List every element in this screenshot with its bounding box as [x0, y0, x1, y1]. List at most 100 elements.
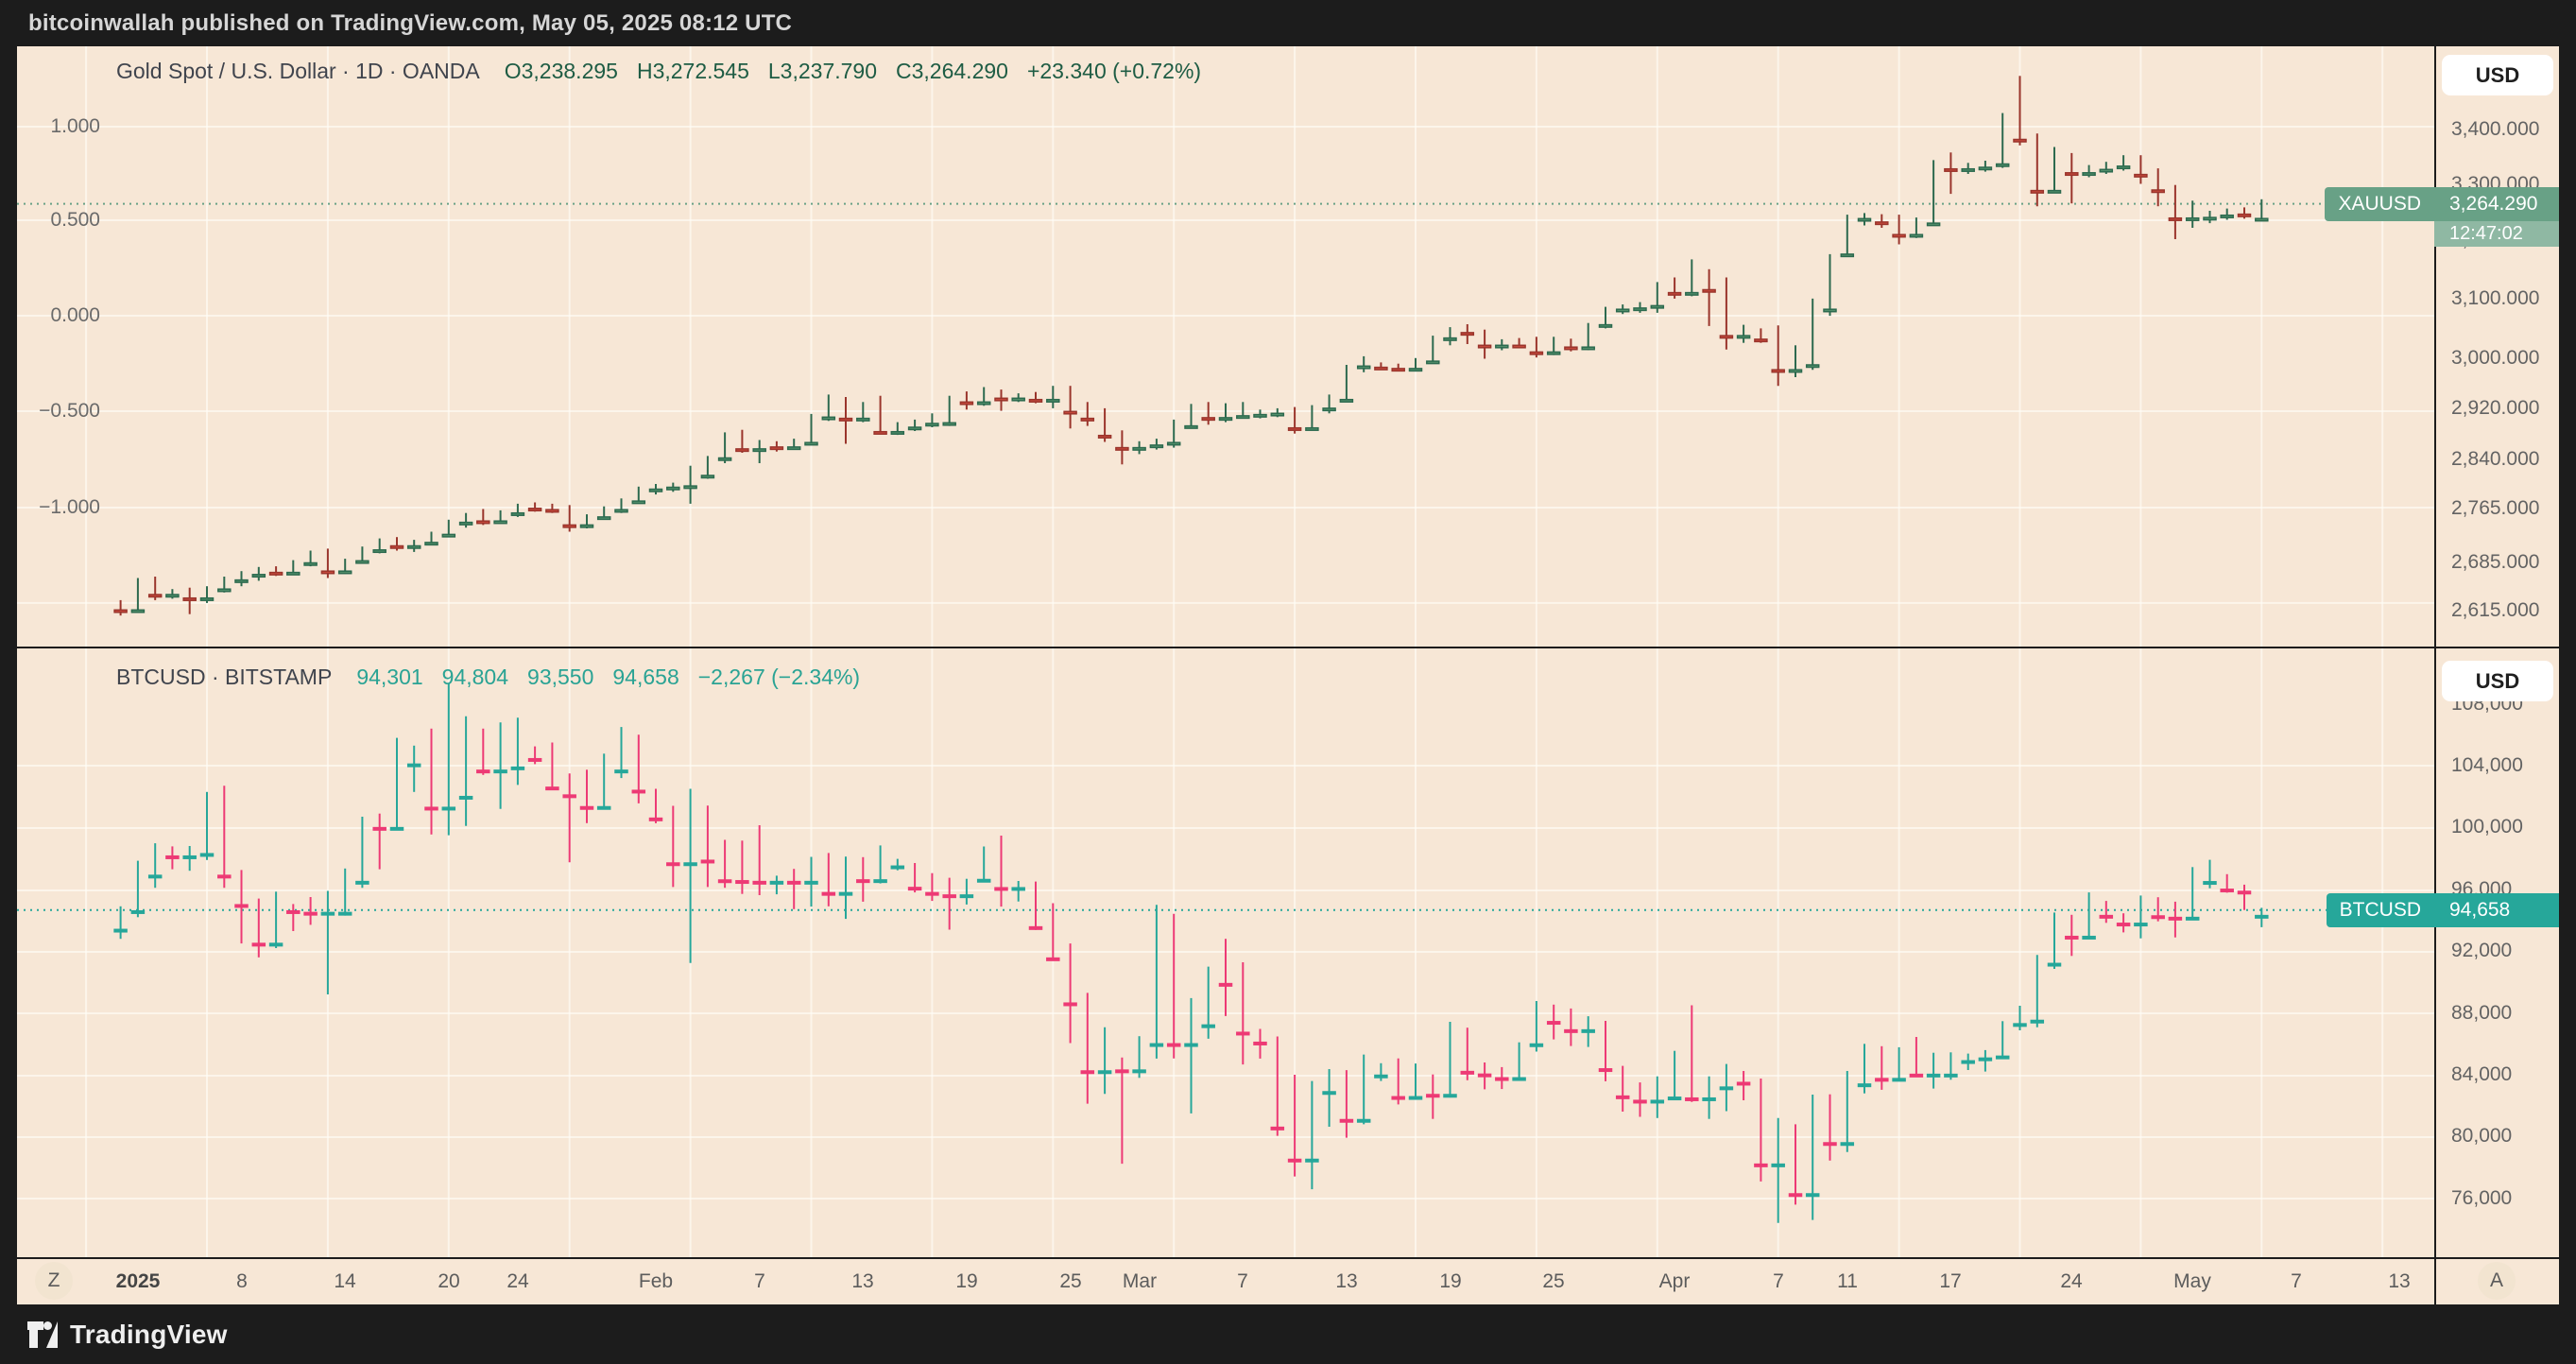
candle-body: [631, 789, 646, 794]
candle-body: [337, 911, 352, 916]
candle-body: [303, 561, 318, 566]
candle-body: [1236, 415, 1250, 420]
candle-body: [1166, 441, 1181, 446]
candle-body: [821, 891, 836, 896]
gold-pane-chart[interactable]: [17, 46, 2434, 647]
candle-body: [510, 511, 525, 516]
candle-body: [1408, 368, 1423, 372]
time-axis[interactable]: 2025 8 14 20 24 Feb 7 13 19 25 Mar 7 13 19 25 Apr 7 11 17 2…: [17, 1259, 2559, 1304]
candle-body: [1978, 1057, 1993, 1062]
candle-body: [476, 520, 490, 525]
candle-body: [1011, 397, 1025, 402]
gold-symbol-title[interactable]: Gold Spot / U.S. Dollar · 1D · OANDA: [116, 59, 480, 83]
candle-body: [2013, 1023, 2027, 1027]
candle-body: [786, 446, 801, 451]
candle-body: [2203, 216, 2217, 221]
btc-price-tag-value: 94,658: [2434, 893, 2559, 927]
candle-body: [2237, 213, 2252, 217]
candle-body: [1391, 1096, 1405, 1100]
candle-body: [1754, 1163, 1768, 1167]
gold-currency-button[interactable]: USD: [2442, 55, 2553, 95]
candle-body: [1287, 1158, 1302, 1163]
candle-body: [234, 578, 249, 583]
candle-body: [1080, 417, 1095, 422]
tradingview-logo-icon[interactable]: [26, 1321, 59, 1349]
candle-body: [1564, 1028, 1578, 1033]
time-tick-label: 7: [1237, 1270, 1248, 1292]
candle-body: [147, 594, 163, 598]
candle-body: [1028, 925, 1043, 930]
candle-body: [1115, 446, 1129, 451]
candle-body: [1702, 288, 1716, 293]
candle-body: [1564, 346, 1578, 351]
tradingview-wordmark[interactable]: TradingView: [70, 1319, 228, 1349]
candle-body: [320, 911, 335, 916]
gold-price-tag-value: 3,264.290: [2434, 187, 2559, 221]
timezone-button[interactable]: Z: [35, 1262, 73, 1300]
candle-body: [217, 874, 232, 879]
candle-body: [890, 430, 905, 435]
candle-body: [925, 423, 939, 427]
time-tick-label: 17: [1939, 1270, 1962, 1292]
time-tick-label: 24: [507, 1270, 529, 1292]
candle-body: [1097, 1070, 1112, 1075]
candle-body: [1633, 307, 1647, 312]
candle-body: [2065, 172, 2079, 177]
btc-high-value: 94,804: [441, 665, 509, 689]
candle-body: [959, 894, 974, 899]
candle-body: [286, 909, 301, 914]
time-tick-label: 25: [1542, 1270, 1565, 1292]
candle-body: [1477, 1073, 1492, 1078]
candle-body: [389, 826, 404, 831]
pane-divider[interactable]: [17, 647, 2559, 648]
candle-body: [925, 891, 939, 896]
candle-body: [458, 521, 473, 526]
price-tick-label: 84,000: [2451, 1063, 2513, 1085]
gold-high-value: H3,272.545: [636, 59, 749, 83]
candle-body: [1736, 1081, 1751, 1086]
candle-body: [1132, 1069, 1146, 1074]
auto-scale-button[interactable]: A: [2478, 1262, 2516, 1300]
candle-body: [1823, 308, 1837, 313]
left-scale-tick-label: 0.500: [50, 209, 100, 231]
candle-body: [942, 894, 956, 899]
gold-pane-legend[interactable]: Gold Spot / U.S. Dollar · 1D · OANDA O3,…: [116, 59, 1201, 84]
btc-symbol-title[interactable]: BTCUSD · BITSTAMP: [116, 665, 333, 689]
candle-body: [2047, 962, 2062, 967]
candle-body: [1374, 1074, 1388, 1079]
candle-body: [666, 862, 680, 867]
candle-body: [182, 596, 197, 601]
candle-body: [1805, 364, 1820, 369]
candle-body: [2237, 890, 2252, 895]
candle-body: [1374, 366, 1388, 371]
candle-body: [1063, 410, 1077, 415]
btc-pane-chart[interactable]: [17, 647, 2434, 1257]
candle-body: [2047, 189, 2062, 194]
candle-body: [2082, 172, 2096, 177]
left-scale-tick-label: 0.000: [50, 304, 100, 326]
btc-currency-button[interactable]: USD: [2442, 661, 2553, 701]
time-tick-label: 7: [2291, 1270, 2302, 1292]
time-axis-border: [17, 1257, 2559, 1259]
candle-body: [890, 865, 905, 870]
candle-body: [1892, 1078, 1906, 1082]
candle-body: [113, 928, 128, 933]
candle-body: [907, 887, 922, 891]
time-tick-label: May: [2173, 1270, 2211, 1292]
candle-body: [1529, 1043, 1544, 1047]
btc-pane-legend[interactable]: BTCUSD · BITSTAMP 94,301 94,804 93,550 9…: [116, 665, 860, 690]
candle-body: [1546, 1021, 1561, 1026]
candle-body: [1391, 368, 1405, 372]
candle-body: [562, 524, 576, 528]
candle-body: [1201, 1024, 1215, 1028]
price-tick-label: 3,100.000: [2451, 287, 2540, 309]
candle-body: [2203, 881, 2217, 886]
price-axis-border: [2434, 46, 2436, 1304]
candle-body: [1944, 1073, 1958, 1078]
candle-body: [735, 448, 749, 453]
candle-body: [1857, 217, 1872, 222]
candle-body: [1080, 1070, 1095, 1075]
btc-ohlc-values: 94,301 94,804 93,550 94,658 −2,267 (−2.3…: [356, 665, 860, 690]
candle-body: [2082, 935, 2096, 940]
candle-body: [1339, 1118, 1354, 1123]
